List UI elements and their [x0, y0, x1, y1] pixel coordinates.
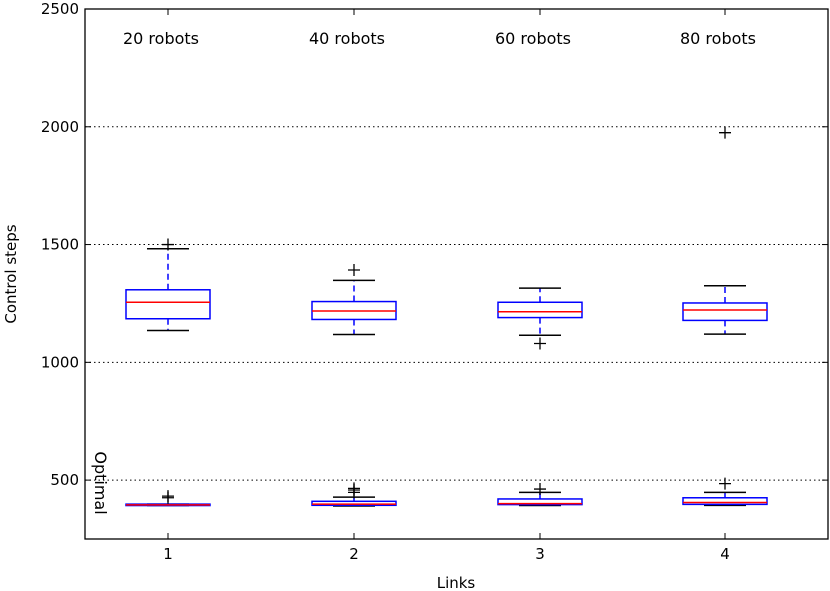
box-body	[682, 497, 768, 506]
box-series	[125, 126, 768, 507]
x-axis-label: Links	[437, 574, 476, 591]
box-body	[682, 302, 768, 322]
box-body	[497, 498, 583, 506]
robots-annotation: 80 robots	[680, 29, 756, 48]
outlier-point	[162, 238, 174, 251]
outlier-point	[719, 126, 731, 139]
x-tick-label: 3	[535, 545, 545, 563]
robots-annotation: 20 robots	[123, 29, 199, 48]
y-tick-label: 2000	[41, 118, 79, 136]
plot-frame	[84, 8, 829, 540]
box-1	[125, 238, 211, 332]
y-axis-label: Control steps	[2, 224, 20, 323]
box-3	[497, 483, 583, 507]
annotations: 20 robots 40 robots 60 robots 80 robots Opti…	[91, 29, 756, 515]
y-tick-label: 500	[50, 471, 79, 489]
outlier-point	[534, 337, 546, 350]
box-4	[682, 126, 768, 335]
x-axis: 1 2 3 4	[163, 9, 730, 563]
y-tick-label: 2500	[41, 0, 79, 18]
outlier-point	[348, 482, 360, 495]
box-body	[497, 301, 583, 319]
x-tick-label: 1	[163, 545, 173, 563]
robots-annotation: 60 robots	[495, 29, 571, 48]
box-body	[125, 289, 211, 320]
box-2	[311, 482, 397, 507]
y-axis: 500 1000 1500 2000 2500	[41, 0, 828, 489]
outlier-point	[348, 263, 360, 276]
x-tick-label: 4	[720, 545, 730, 563]
box-body	[311, 500, 397, 507]
box-2	[311, 263, 397, 336]
x-tick-label: 2	[349, 545, 359, 563]
box-4	[682, 477, 768, 507]
box-3	[497, 287, 583, 350]
y-tick-label: 1000	[41, 353, 79, 371]
outlier-point	[719, 477, 731, 490]
optimal-annotation: Optimal	[91, 451, 110, 514]
outlier-point	[534, 483, 546, 496]
y-tick-label: 1500	[41, 236, 79, 254]
robots-annotation: 40 robots	[309, 29, 385, 48]
box-1	[125, 490, 211, 507]
outlier-point	[162, 490, 174, 503]
